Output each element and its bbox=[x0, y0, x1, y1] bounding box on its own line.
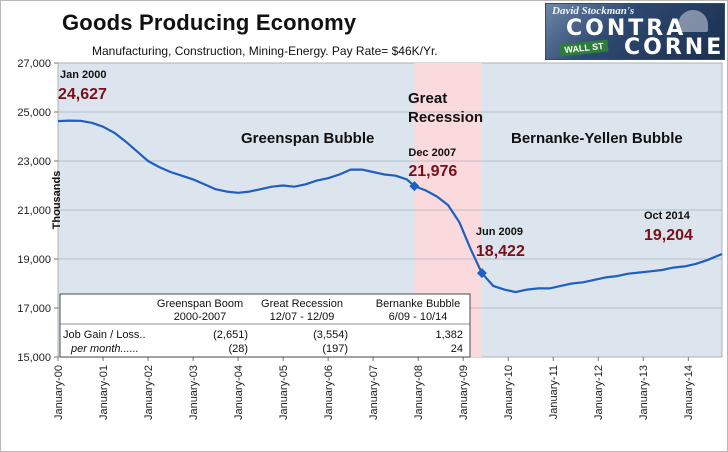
region-label-greenspan: Greenspan Bubble bbox=[241, 130, 374, 147]
region-label-recession: Recession bbox=[408, 109, 483, 126]
table-header-cell: Greenspan Boom bbox=[157, 298, 243, 310]
x-tick-label: January-06 bbox=[323, 365, 335, 420]
series-line bbox=[57, 119, 723, 294]
table-cell: (28) bbox=[228, 343, 248, 355]
x-tick-label: January-00 bbox=[53, 365, 65, 420]
summary-table bbox=[59, 293, 471, 358]
annotation-date: Dec 2007 bbox=[408, 147, 456, 159]
logo-line-1: CONTRA bbox=[566, 16, 687, 41]
x-tick-label: January-07 bbox=[368, 365, 380, 420]
table-header-cell: 6/09 - 10/14 bbox=[389, 311, 448, 323]
table-cell: 1,382 bbox=[435, 329, 463, 341]
y-tick-label: 21,000 bbox=[17, 205, 51, 217]
x-tick-label: January-01 bbox=[98, 365, 110, 420]
chart-subtitle: Manufacturing, Construction, Mining-Ener… bbox=[92, 44, 438, 58]
annotation-value: 24,627 bbox=[58, 86, 107, 103]
table-header-cell: 2000-2007 bbox=[174, 311, 227, 323]
x-tick-label: January-12 bbox=[593, 365, 605, 420]
y-tick-label: 25,000 bbox=[17, 107, 51, 119]
annotation-date: Jun 2009 bbox=[476, 226, 523, 238]
x-tick-label: January-08 bbox=[413, 365, 425, 420]
y-tick-label: 23,000 bbox=[17, 156, 51, 168]
annotation-date: Oct 2014 bbox=[644, 210, 691, 222]
y-axis-label: Thousands bbox=[51, 171, 63, 230]
table-cell: (3,554) bbox=[313, 329, 348, 341]
x-tick-label: January-09 bbox=[458, 365, 470, 420]
table-row-label: Job Gain / Loss.. bbox=[63, 329, 146, 341]
y-tick-label: 15,000 bbox=[17, 352, 51, 364]
x-tick-label: January-05 bbox=[278, 365, 290, 420]
capitol-dome-icon bbox=[678, 10, 708, 32]
annotation-date: Jan 2000 bbox=[60, 69, 106, 81]
table-cell: (2,651) bbox=[213, 329, 248, 341]
table-header-cell: Bernanke Bubble bbox=[376, 298, 460, 310]
y-tick-label: 27,000 bbox=[17, 58, 51, 70]
region-label-bernanke-yellen: Bernanke-Yellen Bubble bbox=[511, 130, 683, 147]
x-tick-label: January-11 bbox=[548, 365, 560, 419]
table-cell: 24 bbox=[451, 343, 463, 355]
table-header-cell: 12/07 - 12/09 bbox=[270, 311, 335, 323]
x-tick-label: January-03 bbox=[188, 365, 200, 420]
x-tick-label: January-10 bbox=[503, 365, 515, 420]
logo-top-text: David Stockman's bbox=[552, 5, 635, 17]
region-label-great: Great bbox=[408, 90, 447, 107]
x-tick-label: January-02 bbox=[143, 365, 155, 420]
point-marker bbox=[409, 181, 420, 192]
table-header-cell: Great Recession bbox=[261, 298, 343, 310]
y-tick-label: 17,000 bbox=[17, 303, 51, 315]
x-tick-label: January-14 bbox=[683, 365, 695, 420]
y-tick-label: 19,000 bbox=[17, 254, 51, 266]
table-row-label: per month...... bbox=[70, 343, 139, 355]
logo-line-2: CORNER bbox=[624, 35, 725, 60]
point-marker bbox=[476, 268, 487, 279]
table-cell: (197) bbox=[322, 343, 348, 355]
x-tick-label: January-13 bbox=[638, 365, 650, 420]
x-tick-label: January-04 bbox=[233, 365, 245, 420]
annotation-value: 18,422 bbox=[476, 243, 525, 260]
annotation-value: 19,204 bbox=[644, 227, 693, 244]
contra-corner-logo: David Stockman's CONTRA CORNER WALL ST bbox=[545, 3, 725, 60]
chart-title: Goods Producing Economy bbox=[62, 10, 357, 35]
annotation-value: 21,976 bbox=[408, 163, 457, 180]
